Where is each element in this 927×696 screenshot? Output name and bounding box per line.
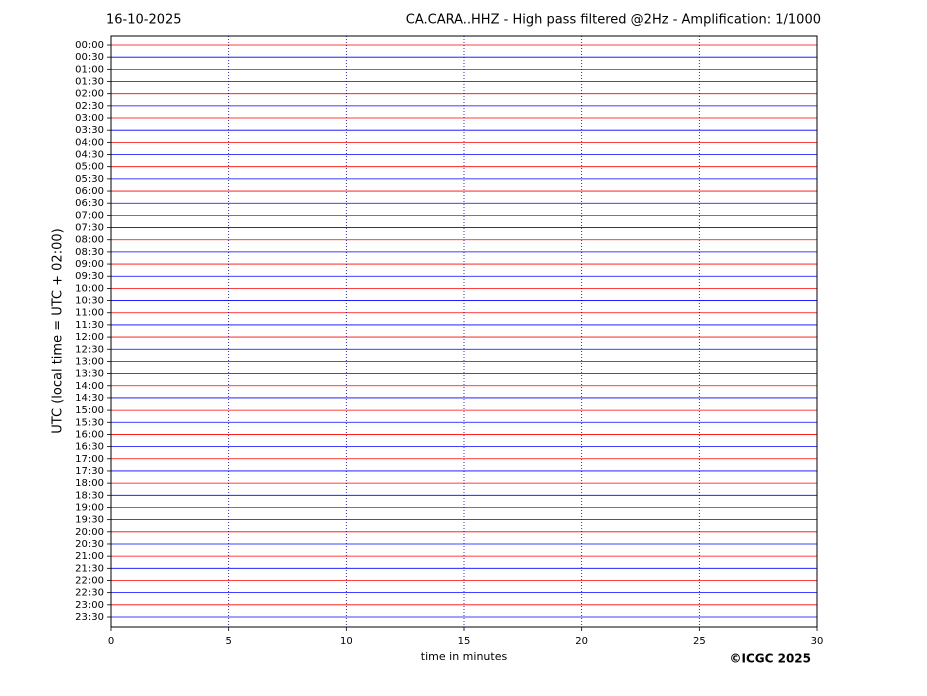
y-tick-label: 08:30 (75, 247, 104, 258)
y-tick-label: 12:00 (75, 332, 104, 343)
y-tick-label: 11:30 (75, 320, 104, 331)
y-tick-label: 14:30 (75, 393, 104, 404)
x-tick-label: 30 (811, 636, 824, 647)
y-tick-label: 07:30 (75, 223, 104, 234)
y-tick-label: 14:00 (75, 381, 104, 392)
y-tick-label: 03:30 (75, 125, 104, 136)
y-tick-label: 17:00 (75, 454, 104, 465)
y-tick-label: 21:30 (75, 563, 104, 574)
y-tick-label: 11:00 (75, 308, 104, 319)
y-tick-label: 07:00 (75, 210, 104, 221)
y-tick-label: 15:00 (75, 405, 104, 416)
chart-date: 16-10-2025 (106, 13, 182, 28)
y-tick-label: 02:00 (75, 89, 104, 100)
y-tick-label: 00:30 (75, 52, 104, 63)
y-tick-label: 04:30 (75, 150, 104, 161)
x-tick-label: 20 (575, 636, 588, 647)
y-tick-label: 23:00 (75, 600, 104, 611)
copyright: ©ICGC 2025 (729, 652, 811, 666)
plot-frame (110, 35, 818, 628)
y-tick-label: 17:30 (75, 466, 104, 477)
y-tick-label: 19:30 (75, 515, 104, 526)
y-tick-label: 01:30 (75, 77, 104, 88)
x-tick-label: 5 (225, 636, 231, 647)
y-tick-label: 09:30 (75, 271, 104, 282)
y-tick-label: 21:00 (75, 551, 104, 562)
y-tick-label: 13:30 (75, 369, 104, 380)
y-axis-label: UTC (local time = UTC + 02:00) (51, 228, 66, 433)
x-axis-label: time in minutes (421, 650, 508, 663)
y-tick-label: 12:30 (75, 344, 104, 355)
y-tick-label: 06:30 (75, 198, 104, 209)
y-tick-label: 18:30 (75, 490, 104, 501)
y-tick-label: 02:30 (75, 101, 104, 112)
y-tick-label: 18:00 (75, 478, 104, 489)
y-tick-label: 05:30 (75, 174, 104, 185)
y-tick-label: 20:30 (75, 539, 104, 550)
y-tick-label: 00:00 (75, 40, 104, 51)
y-tick-label: 22:30 (75, 588, 104, 599)
y-tick-label: 06:00 (75, 186, 104, 197)
x-tick-label: 0 (108, 636, 114, 647)
y-tick-label: 10:30 (75, 296, 104, 307)
y-tick-label: 01:00 (75, 64, 104, 75)
y-tick-label: 16:30 (75, 442, 104, 453)
y-tick-label: 03:00 (75, 113, 104, 124)
y-tick-label: 16:00 (75, 429, 104, 440)
y-tick-label: 19:00 (75, 502, 104, 513)
y-tick-label: 22:00 (75, 575, 104, 586)
y-tick-label: 09:00 (75, 259, 104, 270)
y-tick-label: 20:00 (75, 527, 104, 538)
chart-title: CA.CARA..HHZ - High pass filtered @2Hz -… (406, 13, 821, 28)
x-tick-label: 25 (693, 636, 706, 647)
y-tick-label: 05:00 (75, 162, 104, 173)
x-tick-label: 10 (340, 636, 353, 647)
y-tick-label: 10:00 (75, 283, 104, 294)
y-tick-label: 04:00 (75, 137, 104, 148)
y-tick-label: 15:30 (75, 417, 104, 428)
y-tick-label: 08:00 (75, 235, 104, 246)
y-tick-label: 13:00 (75, 356, 104, 367)
x-tick-label: 15 (458, 636, 471, 647)
y-tick-label: 23:30 (75, 612, 104, 623)
